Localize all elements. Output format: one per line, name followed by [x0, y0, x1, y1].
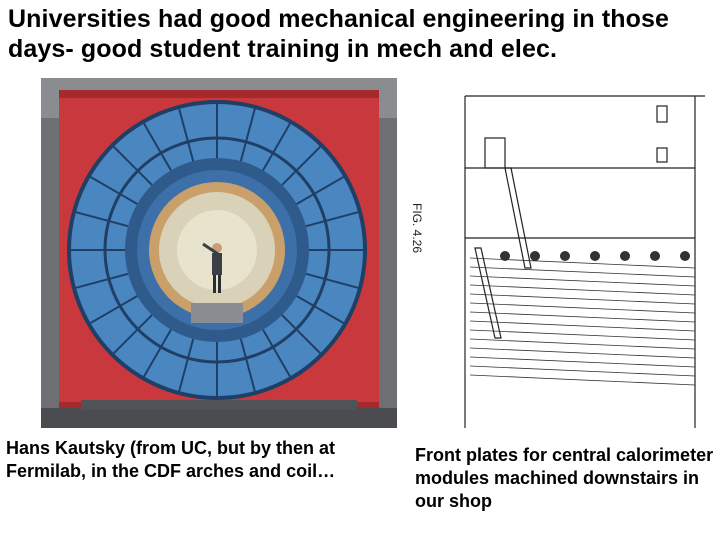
- figure-label: FIG. 4.26: [410, 203, 424, 253]
- slide-title: Universities had good mechanical enginee…: [8, 5, 670, 63]
- drawing-caption: Front plates for central calorimeter mod…: [415, 445, 714, 511]
- detector-photo: [41, 78, 397, 428]
- photo-caption: Hans Kautsky (from UC, but by then at Fe…: [6, 438, 336, 481]
- engineering-drawing: FIG. 4.26: [405, 78, 715, 440]
- person-figure: [202, 242, 222, 293]
